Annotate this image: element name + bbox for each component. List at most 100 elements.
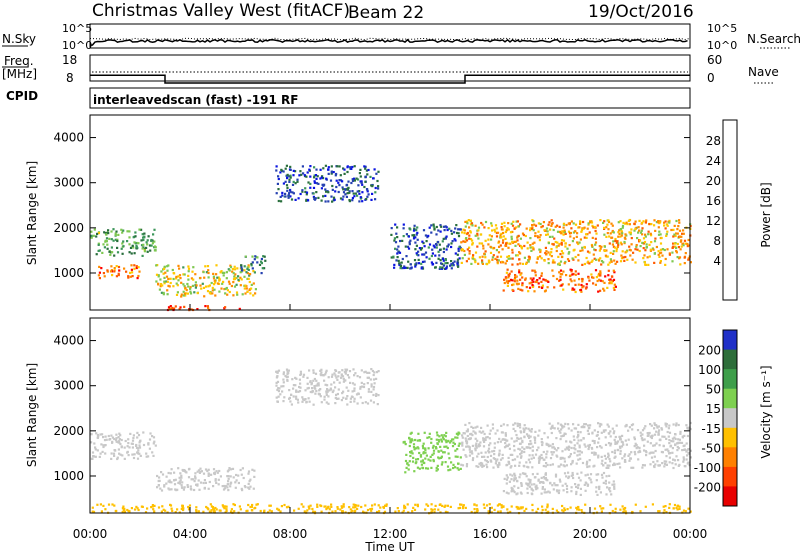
data-cell	[560, 241, 563, 244]
data-cell	[516, 455, 519, 458]
data-cell	[682, 509, 686, 512]
data-cell	[599, 257, 602, 260]
data-cell	[689, 449, 692, 452]
data-cell	[127, 276, 130, 279]
data-cell	[305, 401, 308, 404]
data-cell	[174, 488, 177, 491]
data-cell	[571, 461, 574, 464]
data-cell	[371, 192, 374, 195]
data-cell	[680, 235, 683, 238]
data-cell	[441, 461, 444, 464]
data-cell	[227, 480, 230, 483]
data-cell	[168, 488, 171, 491]
data-cell	[518, 507, 521, 510]
data-cell	[646, 440, 649, 443]
data-cell	[107, 229, 110, 232]
data-cell	[180, 476, 183, 479]
data-cell	[331, 188, 334, 191]
data-cell	[574, 283, 577, 286]
data-cell	[306, 376, 309, 379]
data-cell	[546, 506, 549, 509]
data-cell	[431, 248, 434, 251]
data-cell	[478, 430, 481, 433]
data-cell	[481, 262, 484, 265]
data-cell	[652, 460, 655, 464]
data-cell	[540, 257, 543, 260]
data-cell	[407, 235, 410, 238]
data-cell	[411, 234, 414, 237]
data-cell	[525, 461, 528, 464]
data-cell	[441, 266, 444, 269]
data-cell	[404, 459, 408, 463]
data-cell	[671, 451, 674, 454]
data-cell	[134, 242, 137, 245]
data-cell	[195, 483, 198, 486]
data-cell	[182, 273, 185, 276]
data-cell	[469, 219, 472, 222]
data-cell	[254, 288, 257, 291]
data-cell	[607, 228, 610, 231]
data-cell	[149, 249, 152, 252]
data-cell	[437, 250, 440, 253]
data-cell	[374, 191, 377, 194]
data-cell	[337, 371, 340, 374]
data-cell	[221, 485, 224, 488]
data-cell	[528, 485, 532, 488]
data-cell	[95, 235, 98, 238]
data-cell	[558, 263, 561, 266]
data-cell	[320, 187, 323, 190]
data-cell	[186, 292, 189, 295]
data-cell	[443, 505, 446, 508]
data-cell	[170, 507, 173, 510]
data-cell	[572, 435, 575, 438]
data-cell	[560, 232, 563, 235]
data-cell	[569, 278, 572, 281]
data-cell	[301, 396, 304, 399]
data-cell	[653, 427, 656, 430]
data-cell	[449, 505, 452, 508]
data-cell	[169, 305, 172, 308]
data-cell	[655, 430, 658, 433]
data-cell	[239, 276, 242, 279]
data-cell	[422, 253, 426, 256]
data-cell	[346, 403, 349, 406]
data-cell	[171, 268, 174, 272]
data-cell	[372, 378, 376, 381]
data-cell	[585, 236, 588, 239]
data-cell	[476, 509, 479, 512]
data-cell	[137, 274, 140, 278]
data-cell	[112, 239, 115, 242]
data-cell	[178, 476, 181, 479]
data-cell	[577, 458, 580, 461]
data-cell	[532, 248, 535, 251]
data-cell	[558, 225, 561, 228]
data-cell	[333, 198, 336, 201]
data-cell	[301, 165, 304, 168]
data-cell	[672, 245, 675, 248]
data-cell	[366, 382, 369, 385]
data-cell	[279, 171, 282, 174]
data-cell	[538, 248, 541, 251]
data-cell	[179, 479, 182, 482]
data-cell	[676, 449, 679, 452]
data-cell	[478, 444, 482, 447]
data-cell	[288, 178, 291, 181]
data-cell	[277, 369, 281, 372]
noise-right-tick-high: 10^5	[707, 22, 737, 35]
data-cell	[203, 479, 206, 482]
data-cell	[599, 270, 602, 273]
data-cell	[280, 505, 283, 508]
data-cell	[347, 186, 350, 189]
data-cell	[163, 276, 166, 279]
data-cell	[574, 427, 578, 430]
data-cell	[583, 443, 586, 446]
data-cell	[444, 259, 447, 262]
data-cell	[508, 447, 511, 450]
data-cell	[424, 457, 427, 460]
data-cell	[413, 227, 416, 230]
data-cell	[483, 432, 486, 436]
data-cell	[551, 484, 554, 487]
data-cell	[614, 455, 617, 458]
data-cell	[612, 480, 615, 483]
